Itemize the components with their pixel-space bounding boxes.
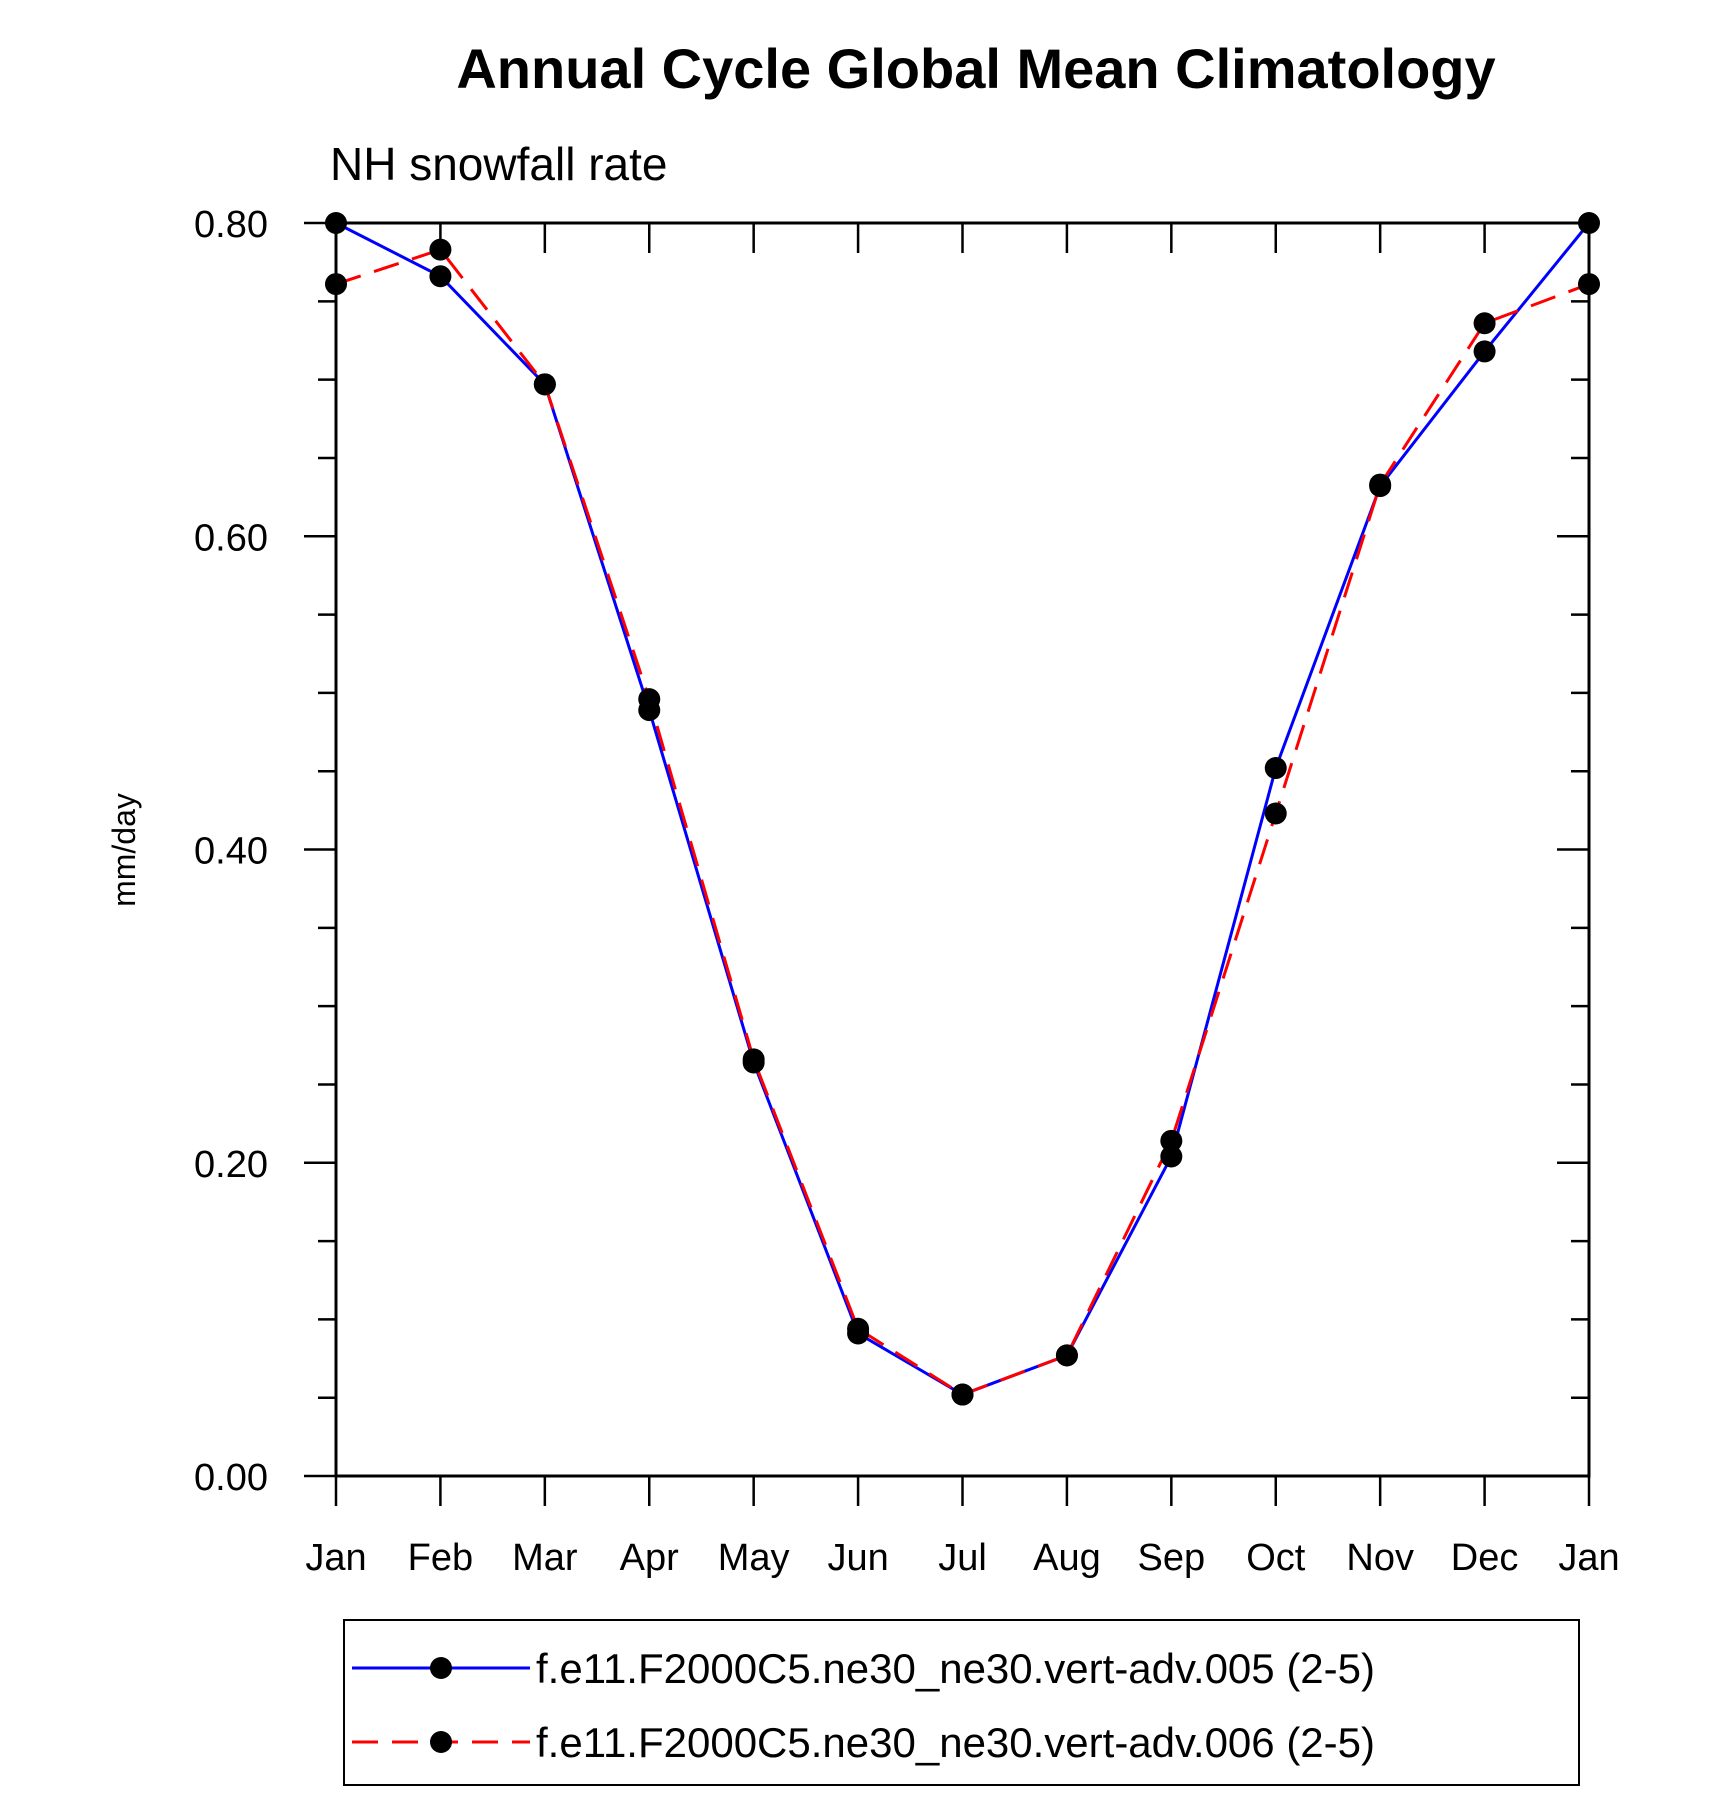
series-group <box>325 212 1600 1406</box>
data-point-series-2 <box>847 1317 870 1340</box>
x-tick-label: Jan <box>1558 1537 1619 1579</box>
chart-subtitle: NH snowfall rate <box>330 138 667 190</box>
data-point-series-1 <box>1264 757 1287 780</box>
data-point-series-2 <box>1473 312 1496 335</box>
legend-marker-1 <box>430 1657 452 1679</box>
legend-label-1: f.e11.F2000C5.ne30_ne30.vert-adv.005 (2-… <box>536 1645 1375 1692</box>
x-tick-label: Jan <box>305 1537 366 1579</box>
data-point-series-2 <box>429 238 452 261</box>
x-tick-labels: Jan Feb Mar Apr May Jun Jul Aug Sep Oct Nov Dec Jan <box>305 1537 1619 1579</box>
legend-label-2: f.e11.F2000C5.ne30_ne30.vert-adv.006 (2-… <box>536 1719 1375 1766</box>
data-point-series-2 <box>1578 273 1600 296</box>
x-tick-label: Mar <box>512 1537 578 1579</box>
legend: f.e11.F2000C5.ne30_ne30.vert-adv.005 (2-… <box>352 1645 1375 1766</box>
y-axis-label: mm/day <box>106 793 142 907</box>
x-tick-label: May <box>718 1537 790 1579</box>
data-point-series-2 <box>1264 802 1287 825</box>
data-point-series-2 <box>742 1048 765 1071</box>
tick-group <box>304 221 1591 1506</box>
data-point-series-1 <box>325 212 347 234</box>
data-point-series-2 <box>1160 1129 1183 1152</box>
plot-frame <box>334 221 1591 1478</box>
series-line-1 <box>335 221 1591 1397</box>
legend-marker-2 <box>430 1731 452 1753</box>
data-point-series-1 <box>1578 212 1600 234</box>
chart-title: Annual Cycle Global Mean Climatology <box>456 37 1495 100</box>
y-tick-label: 0.40 <box>194 831 268 873</box>
y-tick-labels: 0.00 0.20 0.40 0.60 0.80 <box>194 204 268 1499</box>
data-point-series-2 <box>1369 473 1392 496</box>
data-point-series-1 <box>429 265 452 288</box>
legend-box <box>343 1619 1580 1786</box>
x-tick-label: Dec <box>1451 1537 1519 1579</box>
x-tick-label: Oct <box>1246 1537 1306 1579</box>
x-tick-label: Sep <box>1138 1537 1206 1579</box>
y-tick-label: 0.20 <box>194 1144 268 1186</box>
data-point-series-2 <box>951 1383 974 1406</box>
y-tick-label: 0.00 <box>194 1457 268 1499</box>
series-line-2 <box>335 247 1590 1397</box>
x-tick-label: Aug <box>1033 1537 1101 1579</box>
x-tick-label: Feb <box>408 1537 473 1579</box>
y-tick-label: 0.60 <box>194 517 268 559</box>
x-tick-label: Apr <box>620 1537 679 1579</box>
data-point-series-2 <box>325 273 347 296</box>
y-tick-label: 0.80 <box>194 204 268 246</box>
x-tick-label: Nov <box>1346 1537 1414 1579</box>
data-point-series-2 <box>1055 1344 1078 1367</box>
data-point-series-2 <box>533 373 556 396</box>
x-tick-label: Jun <box>827 1537 888 1579</box>
data-point-series-1 <box>1160 1145 1183 1168</box>
data-point-series-1 <box>1473 340 1496 363</box>
data-point-series-2 <box>638 688 661 711</box>
x-tick-label: Jul <box>938 1537 987 1579</box>
